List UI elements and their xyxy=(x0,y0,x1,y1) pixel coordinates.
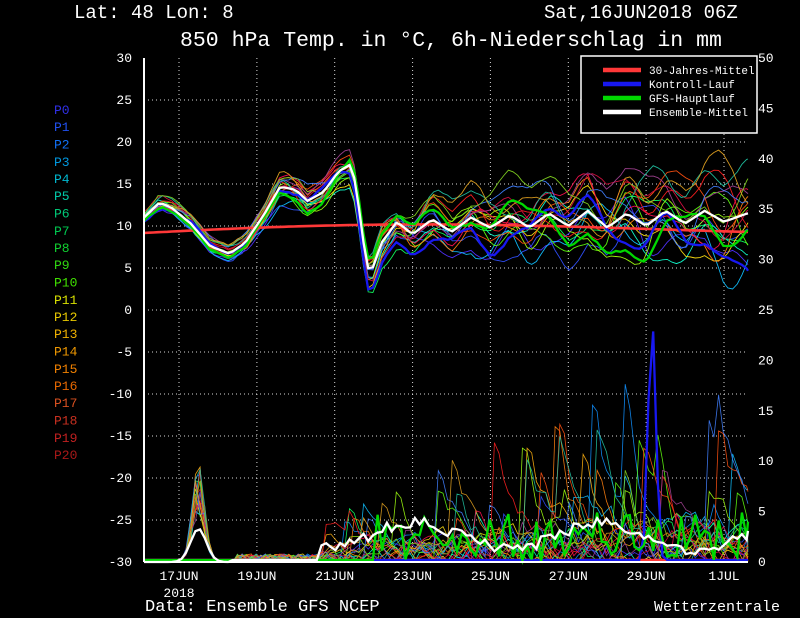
svg-text:19JUN: 19JUN xyxy=(237,569,276,584)
svg-text:Ensemble-Mittel: Ensemble-Mittel xyxy=(649,108,748,120)
svg-text:P1: P1 xyxy=(54,120,70,135)
svg-text:P4: P4 xyxy=(54,172,70,187)
svg-text:30-Jahres-Mittel: 30-Jahres-Mittel xyxy=(649,66,755,78)
svg-text:29JUN: 29JUN xyxy=(627,569,666,584)
svg-text:P18: P18 xyxy=(54,414,77,429)
svg-text:P17: P17 xyxy=(54,396,77,411)
svg-text:-30: -30 xyxy=(109,555,132,570)
svg-text:P11: P11 xyxy=(54,293,78,308)
svg-text:25: 25 xyxy=(758,303,774,318)
svg-text:35: 35 xyxy=(758,202,774,217)
svg-text:P8: P8 xyxy=(54,241,70,256)
svg-text:P14: P14 xyxy=(54,345,78,360)
svg-text:P9: P9 xyxy=(54,258,70,273)
svg-text:27JUN: 27JUN xyxy=(549,569,588,584)
svg-text:Lat: 48 Lon: 8: Lat: 48 Lon: 8 xyxy=(74,2,234,24)
svg-text:23JUN: 23JUN xyxy=(393,569,432,584)
svg-text:P0: P0 xyxy=(54,103,70,118)
svg-text:-15: -15 xyxy=(109,429,132,444)
svg-text:P7: P7 xyxy=(54,224,70,239)
svg-text:Kontroll-Lauf: Kontroll-Lauf xyxy=(649,80,735,92)
svg-text:P15: P15 xyxy=(54,362,77,377)
svg-text:850 hPa Temp. in °C, 6h-Nieder: 850 hPa Temp. in °C, 6h-Niederschlag in … xyxy=(180,29,722,53)
svg-text:P16: P16 xyxy=(54,379,77,394)
svg-text:20: 20 xyxy=(758,353,774,368)
svg-text:10: 10 xyxy=(116,219,132,234)
svg-text:0: 0 xyxy=(124,303,132,318)
svg-text:0: 0 xyxy=(758,555,766,570)
svg-text:15: 15 xyxy=(116,177,132,192)
svg-text:-5: -5 xyxy=(116,345,132,360)
svg-text:25: 25 xyxy=(116,93,132,108)
svg-text:30: 30 xyxy=(758,253,774,268)
svg-text:15: 15 xyxy=(758,404,774,419)
svg-text:20: 20 xyxy=(116,135,132,150)
svg-text:P10: P10 xyxy=(54,276,77,291)
svg-text:40: 40 xyxy=(758,152,774,167)
svg-text:P2: P2 xyxy=(54,138,70,153)
svg-text:25JUN: 25JUN xyxy=(471,569,510,584)
svg-text:5: 5 xyxy=(124,261,132,276)
svg-text:P13: P13 xyxy=(54,327,77,342)
svg-text:P19: P19 xyxy=(54,431,77,446)
svg-text:P12: P12 xyxy=(54,310,77,325)
svg-text:-10: -10 xyxy=(109,387,132,402)
svg-text:21JUN: 21JUN xyxy=(315,569,354,584)
svg-text:P20: P20 xyxy=(54,448,77,463)
svg-text:P3: P3 xyxy=(54,155,70,170)
svg-text:GFS-Hauptlauf: GFS-Hauptlauf xyxy=(649,94,735,106)
svg-text:Wetterzentrale: Wetterzentrale xyxy=(654,599,780,616)
svg-text:17JUN: 17JUN xyxy=(159,569,198,584)
svg-text:45: 45 xyxy=(758,101,774,116)
svg-text:P6: P6 xyxy=(54,207,70,222)
svg-text:10: 10 xyxy=(758,454,774,469)
svg-text:1JUL: 1JUL xyxy=(708,569,739,584)
svg-text:-20: -20 xyxy=(109,471,132,486)
svg-text:P5: P5 xyxy=(54,189,70,204)
svg-text:-25: -25 xyxy=(109,513,132,528)
svg-text:Sat,16JUN2018 06Z: Sat,16JUN2018 06Z xyxy=(544,2,738,24)
svg-text:30: 30 xyxy=(116,51,132,66)
svg-text:50: 50 xyxy=(758,51,774,66)
svg-text:5: 5 xyxy=(758,505,766,520)
svg-text:Data: Ensemble GFS NCEP: Data: Ensemble GFS NCEP xyxy=(145,598,380,617)
